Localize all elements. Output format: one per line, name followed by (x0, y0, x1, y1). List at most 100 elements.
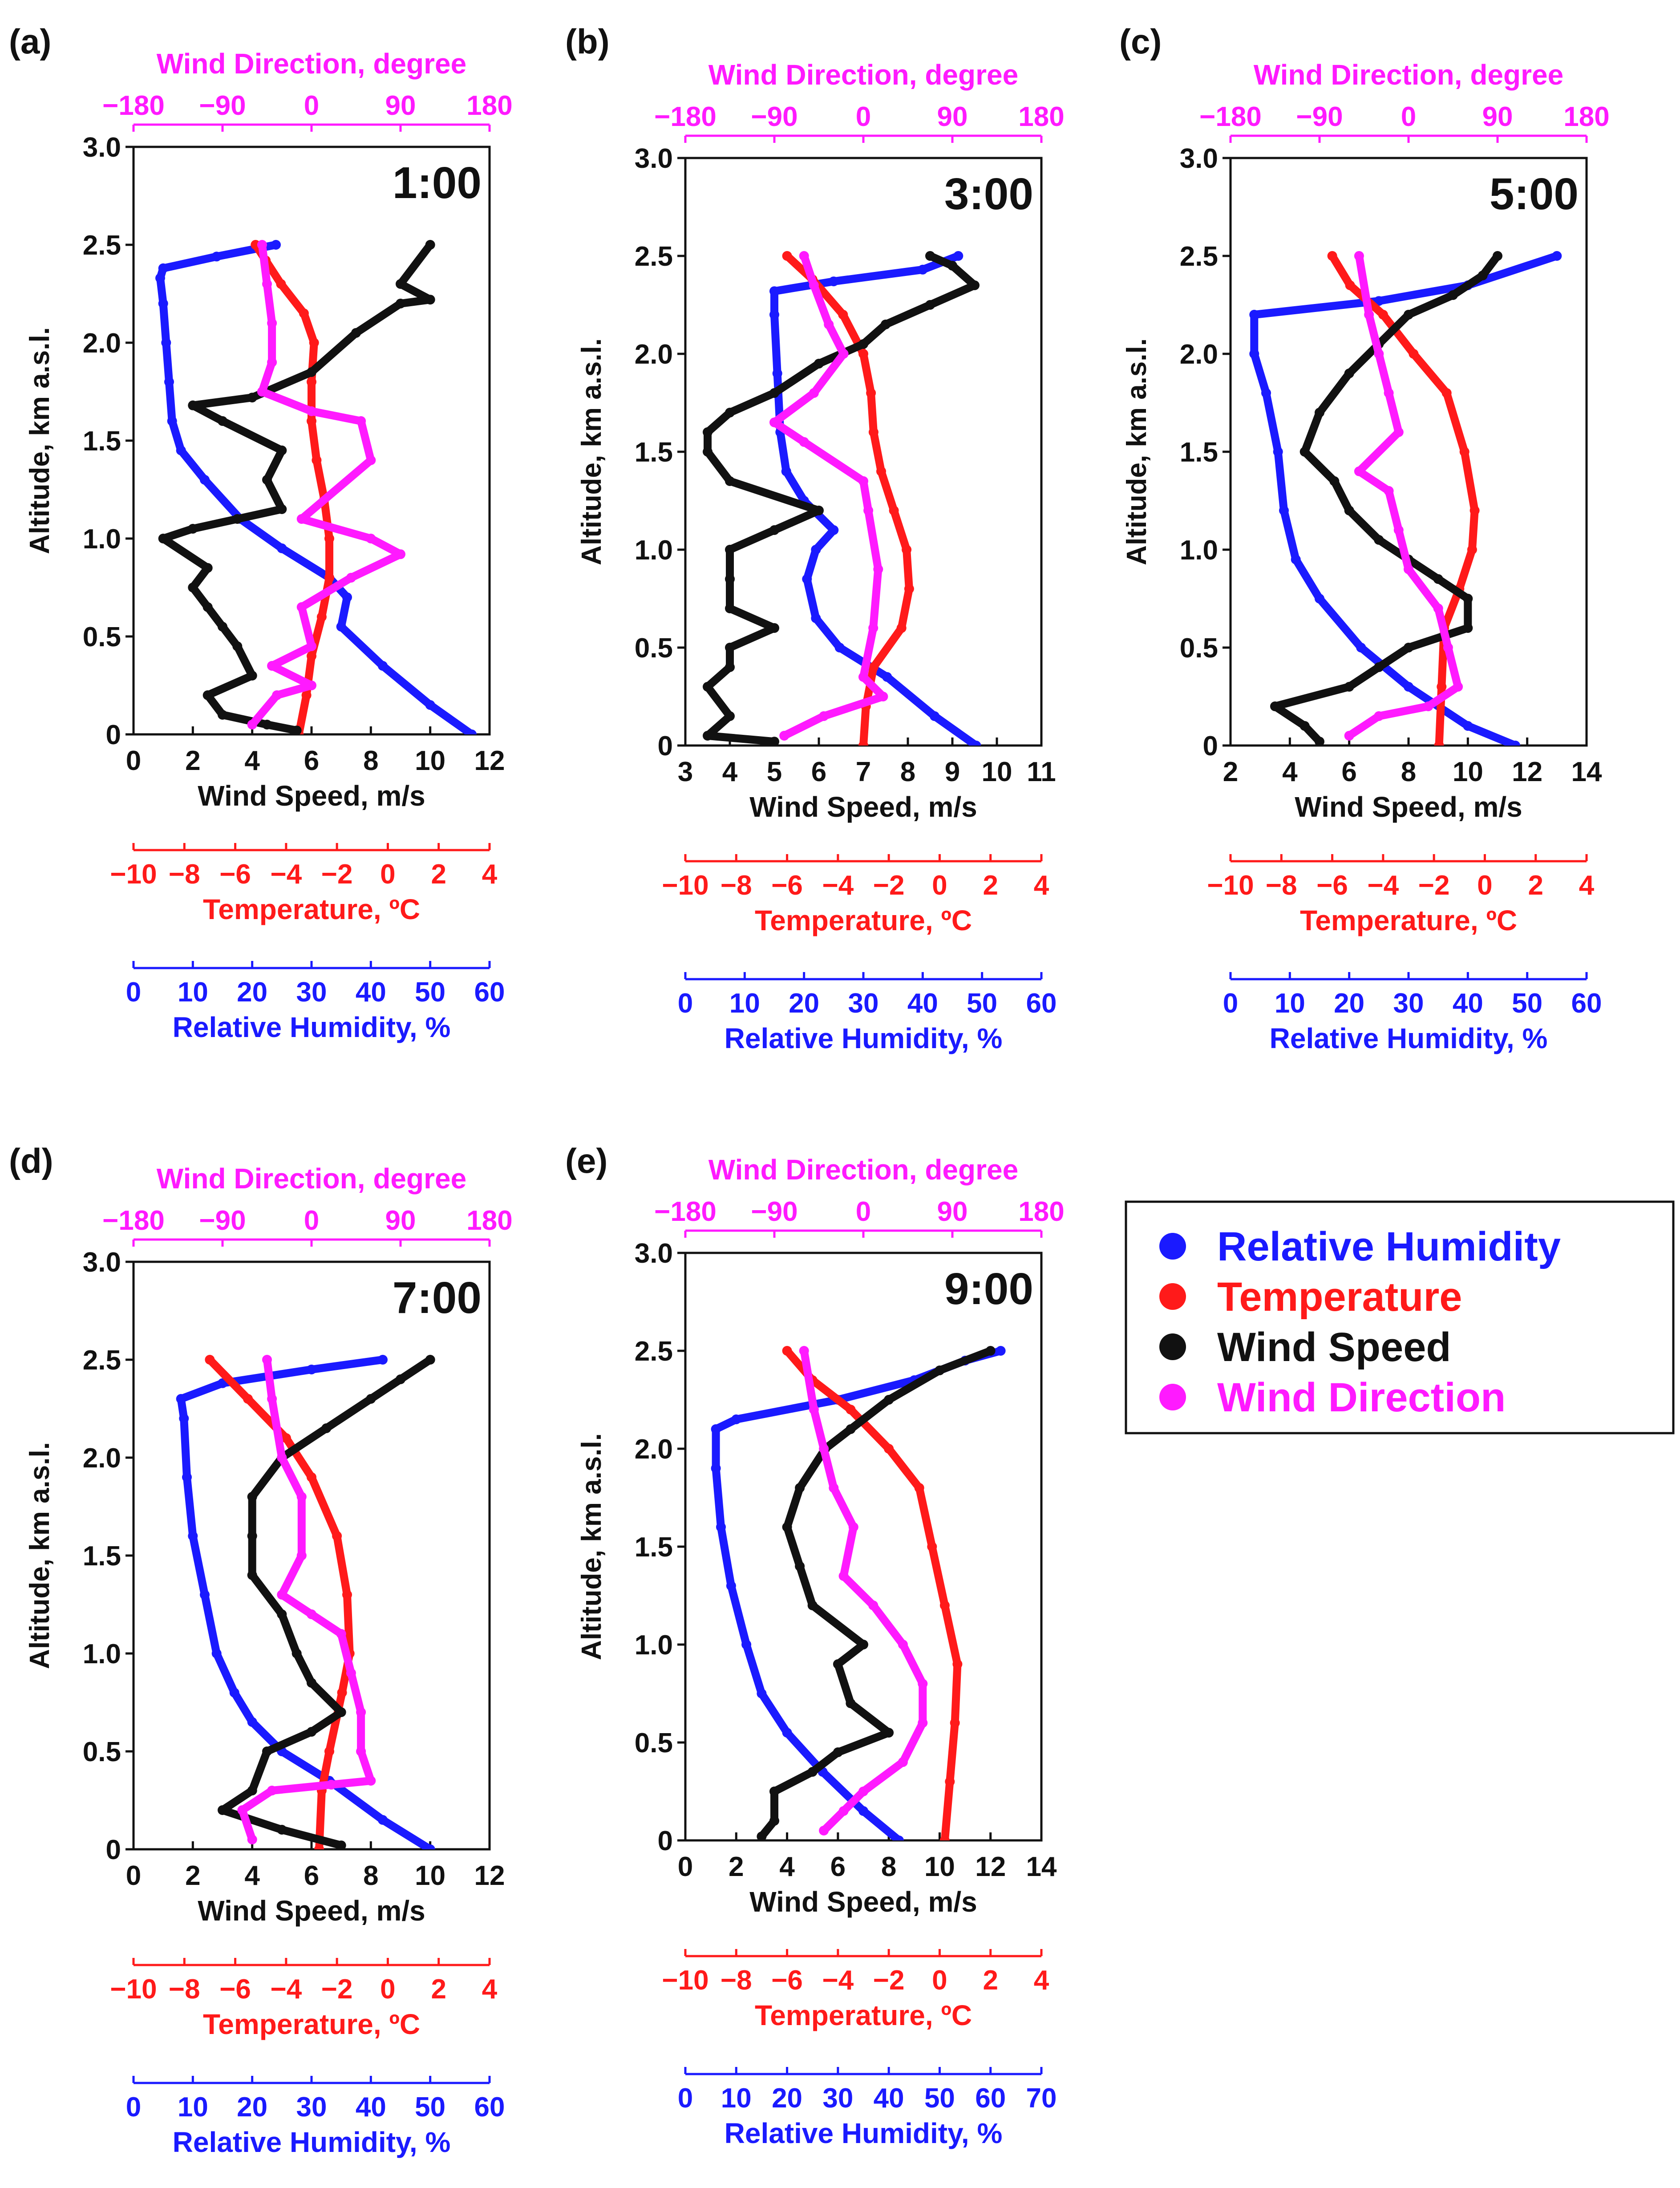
wind-speed-point (1315, 737, 1324, 746)
wind-speed-tick-label: 6 (811, 757, 826, 787)
relative-humidity-tick-label: 0 (1223, 988, 1238, 1019)
relative-humidity-point (1249, 310, 1259, 320)
relative-humidity-point (834, 643, 845, 652)
y-tick-label: 0 (106, 720, 121, 750)
wind-speed-point (425, 240, 435, 250)
wind-direction-point (366, 455, 376, 465)
y-tick-label: 2.0 (635, 1434, 673, 1465)
relative-humidity-point (1261, 388, 1271, 398)
plot-frame (132, 1260, 491, 1851)
y-tick-label: 1.0 (83, 524, 121, 555)
wind-speed-point (396, 299, 405, 308)
wind-direction-point (356, 1707, 366, 1717)
y-tick-label: 1.5 (1180, 437, 1218, 468)
relative-humidity-point (307, 1365, 316, 1374)
wind-direction-point (838, 1806, 849, 1816)
relative-humidity-tick-label: 40 (1453, 988, 1483, 1019)
relative-humidity-point (1463, 721, 1473, 731)
y-tick-label: 0.5 (1180, 633, 1218, 664)
y-tick-label: 2.5 (635, 1336, 673, 1367)
temperature-tick-label: −10 (110, 1974, 157, 2005)
relative-humidity-point (741, 1640, 752, 1649)
wind-speed-point (396, 1374, 405, 1384)
wind-direction-tick-label: 180 (466, 1205, 512, 1236)
wind-direction-point (356, 416, 366, 426)
wind-direction-point (346, 1668, 356, 1678)
wind-speed-point (703, 427, 712, 437)
wind-speed-point (1270, 701, 1280, 711)
wind-speed-point (262, 1746, 272, 1756)
wind-direction-tick-label: 90 (385, 90, 416, 121)
relative-humidity-point (1315, 594, 1324, 604)
wind-direction-tick-label: 90 (1482, 101, 1513, 132)
relative-humidity-tick-label: 50 (924, 2083, 955, 2114)
temperature-point (1345, 280, 1355, 290)
wind-speed-tick-label: 11 (1027, 757, 1056, 787)
wind-direction-point (396, 549, 405, 559)
wind-speed-point (336, 1840, 346, 1849)
temperature-point (846, 1405, 856, 1414)
wind-speed-point (291, 725, 302, 734)
wind-speed-tick-label: 5 (767, 757, 782, 787)
wind-direction-point (1354, 466, 1364, 476)
temperature-tick-label: −6 (219, 1974, 251, 2005)
temperature-tick-label: −2 (1418, 870, 1450, 901)
wind-speed-point (277, 1825, 287, 1835)
wind-direction-point (296, 602, 307, 612)
relative-humidity-point (996, 1346, 1006, 1356)
wind-direction-axis-label: Wind Direction, degree (157, 48, 466, 80)
relative-humidity-point (211, 251, 222, 262)
temperature-point (337, 1688, 347, 1698)
wind-direction-point (799, 437, 809, 447)
wind-direction-tick-label: −90 (199, 90, 246, 121)
wind-direction-point (1384, 486, 1394, 496)
y-tick-label: 0 (1203, 731, 1218, 762)
temperature-point (945, 1777, 955, 1787)
wind-speed-point (1344, 682, 1354, 692)
temperature-point (332, 1531, 342, 1541)
relative-humidity-tick-label: 20 (789, 988, 819, 1019)
temperature-tick-label: −2 (873, 870, 905, 901)
relative-humidity-tick-label: 10 (178, 2092, 208, 2123)
y-tick-label: 0.5 (83, 1737, 121, 1767)
y-tick-label: 0 (658, 1826, 673, 1856)
temperature-point (1467, 545, 1477, 555)
temperature-point (1409, 349, 1419, 359)
y-tick-label: 3.0 (83, 132, 121, 163)
wind-direction-tick-label: −180 (654, 101, 717, 132)
wind-direction-point (346, 573, 356, 583)
wind-direction-point (868, 1600, 878, 1610)
wind-speed-point (277, 446, 287, 455)
wind-direction-tick-label: −180 (654, 1196, 717, 1227)
temperature-point (950, 1718, 960, 1728)
wind-speed-tick-label: 12 (1512, 757, 1542, 787)
relative-humidity-tick-label: 0 (126, 977, 141, 1008)
wind-direction-axis-label: Wind Direction, degree (708, 1154, 1018, 1186)
wind-direction-tick-label: 90 (937, 1196, 968, 1227)
legend-label-wind-speed: Wind Speed (1217, 1325, 1451, 1370)
wind-direction-tick-label: 90 (385, 1205, 416, 1236)
wind-direction-tick-label: −90 (751, 1196, 797, 1227)
temperature-point (307, 377, 316, 387)
y-tick-label: 1.0 (635, 535, 673, 566)
relative-humidity-point (378, 1355, 388, 1365)
relative-humidity-point (1356, 643, 1366, 652)
relative-humidity-point (271, 240, 281, 250)
wind-direction-line (800, 1347, 927, 1835)
y-axis-label: Altitude, km a.s.l. (24, 327, 55, 554)
relative-humidity-tick-label: 0 (126, 2092, 141, 2123)
wind-speed-point (202, 690, 213, 700)
y-tick-label: 2.5 (83, 1345, 121, 1376)
wind-direction-point (1404, 564, 1413, 574)
temperature-point (205, 1355, 215, 1365)
wind-speed-tick-label: 2 (185, 1860, 200, 1891)
relative-humidity-tick-label: 0 (678, 2083, 693, 2114)
wind-speed-point (769, 1787, 779, 1796)
relative-humidity-point (200, 1590, 210, 1600)
series-group (155, 240, 477, 734)
wind-direction-point (878, 692, 888, 701)
y-tick-label: 2.5 (635, 241, 673, 272)
wind-direction-point (296, 514, 307, 524)
wind-speed-tick-label: 8 (363, 1860, 378, 1891)
wind-speed-point (807, 1600, 818, 1610)
